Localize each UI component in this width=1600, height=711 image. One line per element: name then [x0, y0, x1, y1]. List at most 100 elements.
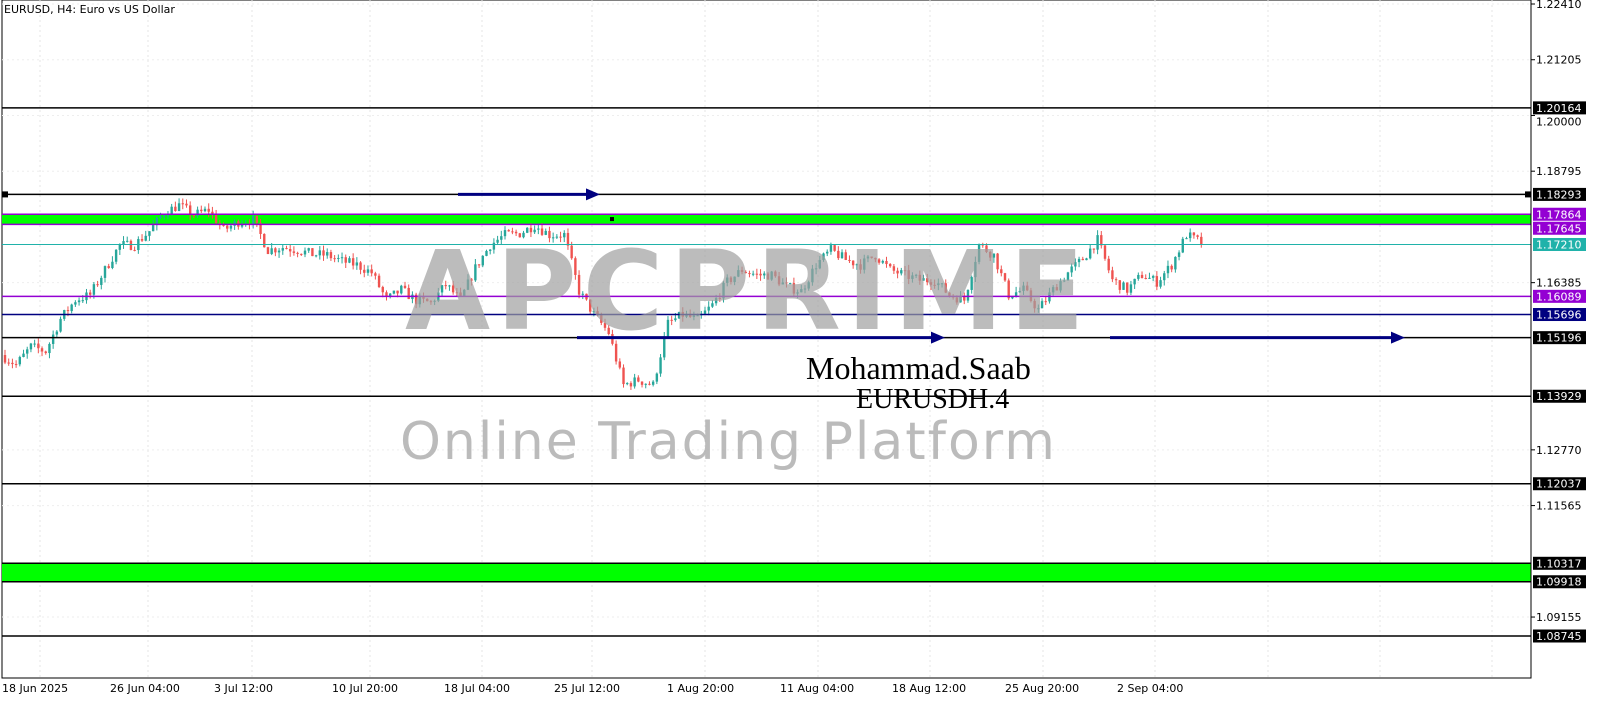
- candle-body: [318, 250, 322, 256]
- candle-body: [455, 292, 459, 294]
- candle-body: [514, 231, 518, 234]
- level-price-label: 1.15196: [1536, 332, 1582, 345]
- candle-body: [1185, 238, 1188, 240]
- candle-body: [326, 252, 329, 256]
- candle-body: [781, 282, 784, 285]
- candle-body: [874, 257, 877, 260]
- level-price-label: 1.13929: [1536, 390, 1582, 403]
- candle-body: [944, 283, 947, 293]
- candle-body: [685, 313, 688, 317]
- candle-body: [744, 271, 747, 274]
- candle-body: [818, 259, 822, 269]
- line-handle: [2, 191, 8, 198]
- support-resistance-zone: [2, 563, 1531, 582]
- candle-body: [277, 250, 281, 253]
- candle-body: [985, 245, 988, 252]
- candle-body: [222, 225, 225, 227]
- candle-body: [963, 295, 966, 301]
- candle-body: [266, 247, 270, 255]
- candle-body: [551, 237, 555, 239]
- candle-body: [192, 215, 196, 217]
- candle-body: [522, 232, 525, 238]
- candle-body: [918, 274, 922, 281]
- candle-body: [826, 251, 829, 254]
- candle-body: [311, 248, 314, 257]
- candle-body: [355, 262, 359, 266]
- candle-body: [629, 383, 633, 387]
- candle-body: [1096, 235, 1099, 250]
- candle-body: [648, 383, 651, 385]
- candle-body: [333, 258, 336, 260]
- candle-body: [292, 251, 296, 253]
- x-tick-label: 18 Jun 2025: [2, 682, 68, 695]
- candle-body: [722, 282, 725, 299]
- candle-body: [755, 273, 759, 275]
- arrow-head-icon: [931, 331, 945, 344]
- candle-body: [1140, 274, 1144, 279]
- candle-body: [470, 279, 473, 281]
- candle-body: [400, 285, 403, 294]
- level-price-tag: [1533, 556, 1586, 570]
- candle-body: [696, 315, 699, 317]
- candle-body: [148, 231, 151, 236]
- candle-body: [814, 268, 818, 270]
- candle-body: [314, 255, 318, 257]
- candle-body: [1081, 258, 1084, 261]
- candle-body: [600, 315, 603, 323]
- level-price-tag: [1533, 101, 1586, 115]
- candle-body: [40, 348, 44, 352]
- candle-body: [251, 215, 255, 225]
- level-price-label: 1.17210: [1536, 238, 1582, 251]
- candle-body: [492, 242, 496, 250]
- level-price-tag: [1533, 331, 1586, 345]
- candle-body: [422, 296, 425, 299]
- candle-body: [644, 383, 647, 385]
- candle-body: [26, 349, 29, 354]
- candle-body: [426, 298, 429, 302]
- candle-body: [481, 255, 484, 266]
- candle-body: [970, 277, 973, 290]
- candle-body: [518, 233, 522, 238]
- candle-body: [448, 285, 451, 287]
- candle-body: [881, 260, 884, 263]
- candle-body: [29, 343, 33, 350]
- level-price-label: 1.10317: [1536, 557, 1582, 570]
- candle-body: [1114, 279, 1118, 281]
- candle-body: [866, 256, 870, 259]
- candle-body: [596, 311, 599, 316]
- candle-body: [503, 230, 507, 237]
- candle-body: [526, 227, 529, 233]
- candle-body: [977, 244, 981, 262]
- candle-body: [1192, 232, 1196, 236]
- candle-body: [996, 253, 999, 270]
- candle-body: [281, 248, 284, 251]
- candle-body: [811, 268, 814, 283]
- candle-body: [203, 208, 207, 212]
- candle-body: [840, 252, 844, 259]
- candle-body: [259, 222, 262, 234]
- candle-body: [533, 229, 536, 233]
- candle-body: [126, 240, 129, 242]
- candle-body: [77, 300, 81, 303]
- candle-body: [1033, 300, 1036, 309]
- candle-body: [44, 351, 47, 354]
- candle-body: [622, 367, 625, 385]
- candle-body: [129, 240, 133, 250]
- candle-body: [59, 318, 62, 332]
- candle-body: [774, 271, 777, 277]
- candle-body: [296, 252, 299, 254]
- candle-body: [766, 273, 770, 280]
- candle-body: [140, 239, 144, 241]
- candle-body: [751, 273, 755, 275]
- candle-body: [1196, 235, 1199, 237]
- candle-body: [1129, 284, 1133, 293]
- candle-body: [255, 215, 259, 223]
- candle-body: [37, 343, 40, 349]
- candle-body: [55, 331, 59, 335]
- candle-body: [770, 271, 773, 280]
- y-tick-label: 1.18795: [1536, 165, 1582, 178]
- candle-body: [181, 203, 184, 205]
- candle-body: [1070, 266, 1073, 273]
- candle-body: [637, 377, 640, 382]
